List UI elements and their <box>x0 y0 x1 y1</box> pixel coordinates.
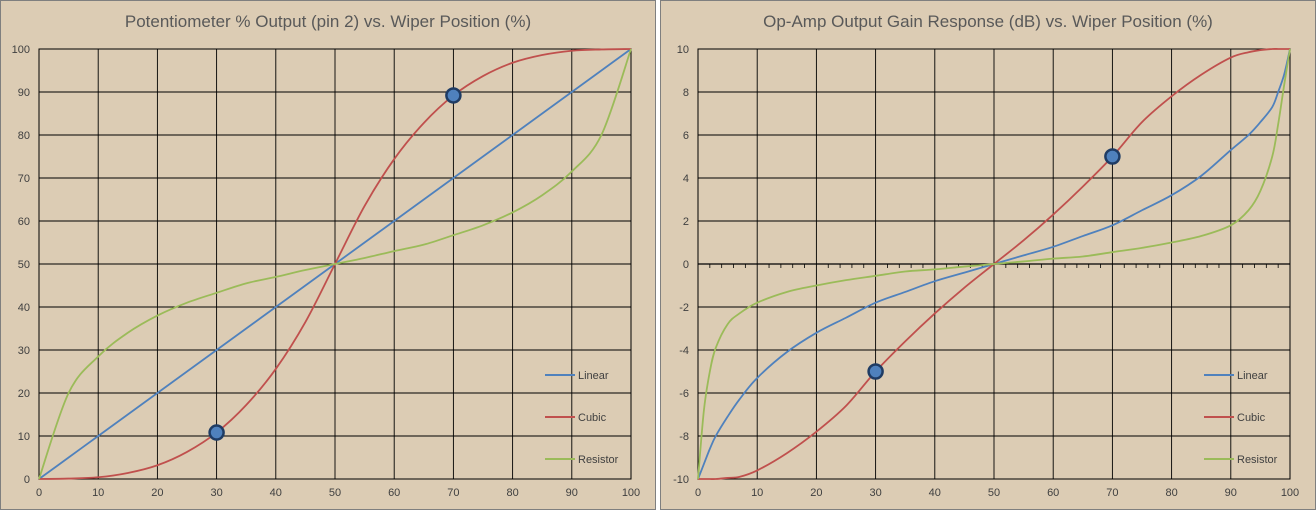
opamp-gain-chart: 0 10 20 30 40 50 60 70 80 90 100 -10 -8 -6 -4 -2 0 2 4 6 8 10… <box>673 44 1299 499</box>
legend-label-cubic: Cubic <box>578 412 607 424</box>
y-tick-label: 0 <box>24 474 30 486</box>
data-point-marker <box>445 87 462 104</box>
x-tick-label: 10 <box>751 487 763 499</box>
y-tick-label: 10 <box>677 44 689 56</box>
x-tick-label: 20 <box>151 487 163 499</box>
x-tick-label: 10 <box>92 487 104 499</box>
x-tick-label: 100 <box>1281 487 1299 499</box>
x-tick-label: 100 <box>622 487 640 499</box>
x-tick-label: 40 <box>270 487 282 499</box>
y-tick-label: 10 <box>18 431 30 443</box>
data-point-marker <box>208 424 225 441</box>
legend-label-resistor: Resistor <box>578 454 619 466</box>
y-tick-label: 90 <box>18 87 30 99</box>
x-tick-label: 80 <box>506 487 518 499</box>
y-tick-label: 100 <box>12 44 30 56</box>
x-tick-label: 40 <box>929 487 941 499</box>
series-line-resistor <box>38 48 632 480</box>
y-tick-label: 8 <box>683 87 689 99</box>
chart-title: Potentiometer % Output (pin 2) vs. Wiper… <box>124 12 532 31</box>
y-tick-label: 2 <box>683 216 689 228</box>
x-tick-label: 30 <box>869 487 881 499</box>
potentiometer-chart: 0 10 20 30 40 50 60 70 80 90 100 0 10 20 30 40 50 60 70 80 9… <box>12 44 641 499</box>
chart-panel-potentiometer: Potentiometer % Output (pin 2) vs. Wiper… <box>0 0 656 510</box>
x-tick-label: 90 <box>1225 487 1237 499</box>
y-tick-label: -10 <box>673 474 689 486</box>
y-tick-label: 60 <box>18 216 30 228</box>
y-tick-label: -2 <box>679 302 689 314</box>
y-tick-label: 70 <box>18 173 30 185</box>
y-tick-label: 30 <box>18 345 30 357</box>
legend-label-linear: Linear <box>578 370 609 382</box>
x-tick-label: 70 <box>447 487 459 499</box>
legend-label-linear: Linear <box>1237 370 1268 382</box>
x-tick-label: 60 <box>388 487 400 499</box>
x-tick-label: 50 <box>329 487 341 499</box>
y-tick-label: 40 <box>18 302 30 314</box>
data-point-marker <box>867 363 884 380</box>
legend-label-resistor: Resistor <box>1237 454 1278 466</box>
x-tick-label: 70 <box>1106 487 1118 499</box>
x-tick-label: 90 <box>566 487 578 499</box>
legend-label-cubic: Cubic <box>1237 412 1266 424</box>
x-tick-label: 0 <box>36 487 42 499</box>
y-tick-label: -6 <box>679 388 689 400</box>
y-tick-label: -4 <box>679 345 689 357</box>
y-tick-label: 80 <box>18 130 30 142</box>
y-tick-label: 50 <box>18 259 30 271</box>
series-line-resistor <box>697 48 1291 480</box>
y-tick-label: 4 <box>683 173 689 185</box>
x-tick-label: 0 <box>695 487 701 499</box>
chart-title: Op-Amp Output Gain Response (dB) vs. Wip… <box>763 12 1213 31</box>
y-tick-label: -8 <box>679 431 689 443</box>
y-tick-label: 6 <box>683 130 689 142</box>
x-tick-label: 20 <box>810 487 822 499</box>
x-tick-label: 30 <box>210 487 222 499</box>
y-tick-label: 20 <box>18 388 30 400</box>
x-tick-label: 60 <box>1047 487 1059 499</box>
x-tick-label: 50 <box>988 487 1000 499</box>
chart-panel-opamp: Op-Amp Output Gain Response (dB) vs. Wip… <box>660 0 1316 510</box>
data-point-marker <box>1104 148 1121 165</box>
x-tick-label: 80 <box>1165 487 1177 499</box>
y-tick-label: 0 <box>683 259 689 271</box>
